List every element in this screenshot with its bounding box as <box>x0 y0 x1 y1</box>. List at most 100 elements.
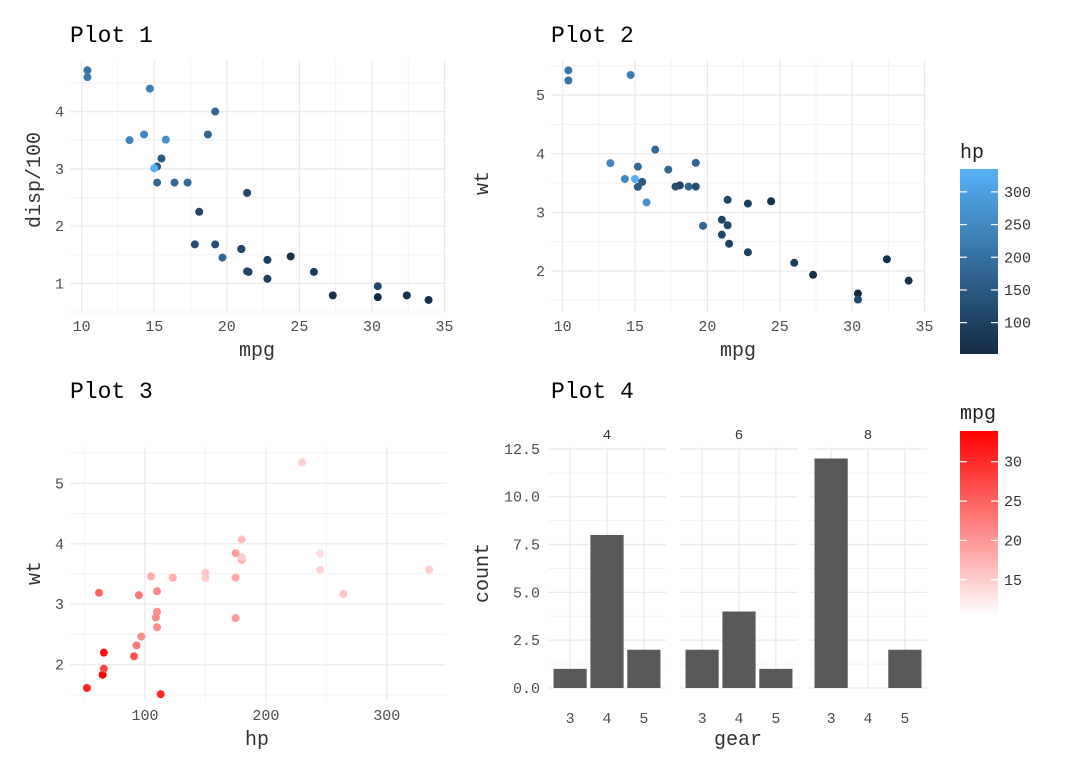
x-tick-label: 3 <box>698 711 707 728</box>
y-tick-label: 3 <box>55 162 64 179</box>
x-tick-label: 4 <box>734 711 743 728</box>
data-point <box>684 182 693 191</box>
data-point <box>425 565 434 574</box>
data-point <box>203 130 212 139</box>
facet-strip-label: 8 <box>864 428 872 444</box>
data-point <box>145 84 154 93</box>
x-tick-label: 300 <box>373 708 400 725</box>
bar <box>553 668 587 688</box>
data-point <box>147 572 156 581</box>
y-tick-label: 10.0 <box>504 490 540 507</box>
legend-mpg: mpg 15 20 25 30 <box>960 403 1022 616</box>
plot-4: Plot 4 4 3 4 5 6 3 4 5 8 3 4 5 0.0 2.5 5.0 7.5 10.0 12.5… <box>472 379 927 752</box>
data-point <box>853 289 862 298</box>
legend-hp-ticks: 100 150 200 250 300 <box>960 185 1031 333</box>
data-point <box>201 573 210 582</box>
plot-2-ylabel: wt <box>472 171 495 195</box>
data-point <box>402 291 411 300</box>
data-point <box>95 588 104 597</box>
data-point <box>243 188 252 197</box>
plot-3-yticks: 2 3 4 5 <box>55 476 64 674</box>
data-point <box>99 664 108 673</box>
plot-1-xlabel: mpg <box>239 340 275 363</box>
data-point <box>651 145 660 154</box>
bar <box>759 668 793 688</box>
data-point <box>156 690 165 699</box>
plot-3-xticks: 100 200 300 <box>131 708 400 725</box>
facet-panel: 8 3 4 5 <box>809 421 927 728</box>
x-tick-label: 20 <box>698 319 716 336</box>
data-point <box>626 70 635 79</box>
plot-2-yticks: 2 3 4 5 <box>536 88 545 281</box>
data-point <box>339 589 348 598</box>
legend-hp-title: hp <box>960 142 984 165</box>
y-tick-label: 3 <box>55 597 64 614</box>
data-point <box>153 587 162 596</box>
data-point <box>642 198 651 207</box>
data-point <box>168 573 177 582</box>
x-tick-label: 4 <box>863 711 872 728</box>
y-tick-label: 4 <box>536 147 545 164</box>
data-point <box>132 641 141 650</box>
data-point <box>237 535 246 544</box>
bar <box>722 611 756 688</box>
data-point <box>664 165 673 174</box>
bar <box>888 649 922 688</box>
data-point <box>633 162 642 171</box>
data-point <box>671 182 680 191</box>
data-point <box>125 136 134 145</box>
data-point <box>190 240 199 249</box>
data-point <box>195 207 204 216</box>
data-point <box>633 182 642 191</box>
y-tick-label: 5.0 <box>513 585 540 602</box>
plot-1-title: Plot 1 <box>70 23 153 49</box>
data-point <box>882 255 891 264</box>
data-point <box>373 293 382 302</box>
data-point <box>150 164 159 173</box>
colorbar-label: 15 <box>1004 573 1022 590</box>
y-tick-label: 2 <box>536 264 545 281</box>
x-tick-label: 4 <box>602 711 611 728</box>
x-tick-label: 5 <box>771 711 780 728</box>
legend-hp-colorbar <box>960 169 998 354</box>
data-point <box>286 252 295 261</box>
data-point <box>211 240 220 249</box>
plot-3-points <box>82 453 434 699</box>
plot-1-xticks: 10 15 20 25 30 35 <box>73 319 454 336</box>
data-point <box>237 245 246 253</box>
x-tick-label: 10 <box>73 319 91 336</box>
colorbar-label: 20 <box>1004 533 1022 550</box>
x-tick-label: 15 <box>626 319 644 336</box>
x-tick-label: 3 <box>566 711 575 728</box>
y-tick-label: 0.0 <box>513 681 540 698</box>
data-point <box>691 182 700 191</box>
colorbar-label: 250 <box>1004 218 1031 235</box>
y-tick-label: 2 <box>55 219 64 236</box>
data-point <box>83 66 92 75</box>
facet-strip-label: 4 <box>603 428 611 444</box>
data-point <box>904 276 913 285</box>
data-point <box>564 76 573 85</box>
data-point <box>723 221 732 230</box>
facet-strip <box>680 421 798 447</box>
y-tick-label: 4 <box>55 537 64 554</box>
data-point <box>157 154 166 163</box>
y-tick-label: 12.5 <box>504 442 540 459</box>
data-point <box>725 239 734 248</box>
colorbar-label: 30 <box>1004 455 1022 472</box>
data-point <box>723 195 732 204</box>
data-point <box>218 253 227 262</box>
plot-4-panels: 4 3 4 5 6 3 4 5 8 3 4 5 <box>548 421 927 728</box>
plot-4-xlabel: gear <box>714 729 762 752</box>
bar <box>685 649 719 688</box>
data-point <box>263 255 272 264</box>
colorbar-label: 300 <box>1004 185 1031 202</box>
plot-4-yticks: 0.0 2.5 5.0 7.5 10.0 12.5 <box>504 442 540 698</box>
legend-hp: hp 100 150 200 250 300 <box>960 142 1031 354</box>
data-point <box>699 221 708 230</box>
data-point <box>82 683 91 692</box>
x-tick-label: 200 <box>252 708 279 725</box>
plot-3: Plot 3 100 200 300 2 3 4 5 hp wt <box>24 379 446 752</box>
bar <box>627 649 661 688</box>
